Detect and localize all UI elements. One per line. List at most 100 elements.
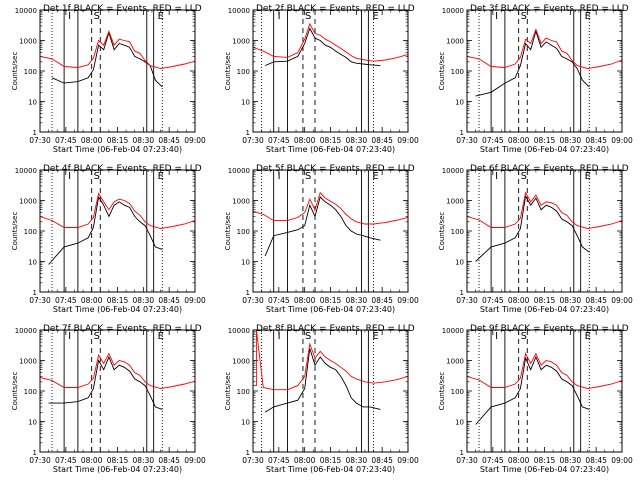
region-label: S [305,11,311,22]
plot-frame [39,9,196,133]
region-label: S [521,331,527,342]
x-tick-label: 07:30 [29,456,51,465]
x-axis-title: Start Time (06-Feb-04 07:23:40) [480,465,609,474]
y-axis-title: Counts/sec [224,372,232,411]
region-label: I [68,331,71,342]
x-tick-label: 08:15 [320,456,342,465]
y-axis-title: Counts/sec [224,52,232,91]
y-tick-label: 1000 [19,38,37,46]
x-tick-label: 09:00 [184,456,206,465]
y-axis-title: Counts/sec [438,212,446,251]
x-tick-label: 07:30 [242,136,264,145]
panel-title: Det 9f BLACK = Events, RED = LLD [470,324,629,334]
panel-det-8f: Det 8f BLACK = Events, RED = LLD 1 10 100 10… [224,324,419,474]
x-tick-label: 08:45 [585,296,607,305]
x-tick-label: 08:30 [346,136,368,145]
y-tick-label: 100 [451,228,464,236]
x-tick-label: 07:45 [55,296,77,305]
x-tick-label: 09:00 [397,136,419,145]
x-tick-label: 09:00 [184,296,206,305]
x-tick-label: 08:30 [560,456,582,465]
x-tick-label: 09:00 [397,456,419,465]
y-tick-label: 10 [455,419,464,427]
x-axis-title: Start Time (06-Feb-04 07:23:40) [480,305,609,314]
x-tick-label: 09:00 [611,456,633,465]
panel-det-2f: Det 2f BLACK = Events, RED = LLD 1 10 100 10… [224,4,419,154]
x-tick-label: 08:00 [508,296,530,305]
panel-det-9f: Det 9f BLACK = Events, RED = LLD 1 10 100 10… [438,324,633,474]
lld-line [39,192,196,230]
region-label: S [305,331,311,342]
y-tick-label: 10 [28,419,37,427]
panel-title: Det 6f BLACK = Events, RED = LLD [470,164,629,174]
lld-line [466,191,623,230]
x-tick-label: 07:30 [29,136,51,145]
region-label: E [372,11,378,22]
events-line [475,29,590,97]
x-tick-label: 08:15 [534,456,556,465]
y-tick-label: 10000 [442,327,464,335]
region-label: E [372,331,378,342]
x-tick-label: 08:30 [346,296,368,305]
x-tick-label: 07:45 [482,456,504,465]
x-tick-label: 08:30 [133,296,155,305]
y-tick-label: 1000 [446,198,464,206]
x-tick-label: 08:15 [534,296,556,305]
y-tick-label: 10000 [228,167,250,175]
panel-title: Det 3f BLACK = Events, RED = LLD [470,4,629,14]
panel-det-1f: Det 1f BLACK = Events, RED = LLD 1 10 100 10… [11,4,206,154]
y-tick-label: 10000 [15,7,37,15]
x-tick-label: 08:00 [294,136,316,145]
region-label: I [278,331,281,342]
lld-line [253,329,409,391]
region-label: S [94,331,100,342]
y-tick-label: 100 [237,68,250,76]
x-tick-label: 08:00 [294,296,316,305]
x-tick-label: 08:15 [534,136,556,145]
y-tick-label: 10000 [228,327,250,335]
y-tick-label: 10 [241,419,250,427]
panel-title: Det 2f BLACK = Events, RED = LLD [256,4,415,14]
events-line [475,194,590,262]
region-label: E [372,171,378,182]
x-tick-label: 08:15 [107,136,129,145]
x-tick-label: 07:30 [456,456,478,465]
plot-frame [466,169,623,293]
x-tick-label: 08:45 [371,296,393,305]
region-label: E [585,331,591,342]
events-line [264,27,381,67]
y-tick-label: 100 [451,388,464,396]
y-tick-label: 10 [241,259,250,267]
y-tick-label: 10 [455,259,464,267]
plot-frame [252,329,409,453]
x-tick-label: 07:45 [55,456,77,465]
panel-det-3f: Det 3f BLACK = Events, RED = LLD 1 10 100 10… [438,4,633,154]
events-line [48,355,163,410]
y-tick-label: 1000 [19,358,37,366]
plot-frame [39,169,196,293]
region-label: E [158,331,164,342]
panel-title: Det 1f BLACK = Events, RED = LLD [43,4,202,14]
region-label: E [585,171,591,182]
x-tick-label: 08:00 [294,456,316,465]
y-tick-label: 10 [28,99,37,107]
x-axis-title: Start Time (06-Feb-04 07:23:40) [53,465,182,474]
x-tick-label: 08:30 [560,136,582,145]
x-tick-label: 07:45 [55,136,77,145]
x-axis-title: Start Time (06-Feb-04 07:23:40) [53,145,182,154]
y-tick-label: 1 [460,449,464,457]
panel-title: Det 8f BLACK = Events, RED = LLD [256,324,415,334]
plot-frame [252,169,409,293]
region-label: S [94,11,100,22]
events-line [48,195,163,265]
x-axis-title: Start Time (06-Feb-04 07:23:40) [53,305,182,314]
x-tick-label: 07:30 [242,456,264,465]
x-tick-label: 08:00 [81,456,103,465]
y-tick-label: 100 [237,388,250,396]
region-label: I [495,11,498,22]
y-tick-label: 1 [460,289,464,297]
y-tick-label: 100 [237,228,250,236]
x-tick-label: 07:45 [482,136,504,145]
x-tick-label: 07:30 [242,296,264,305]
